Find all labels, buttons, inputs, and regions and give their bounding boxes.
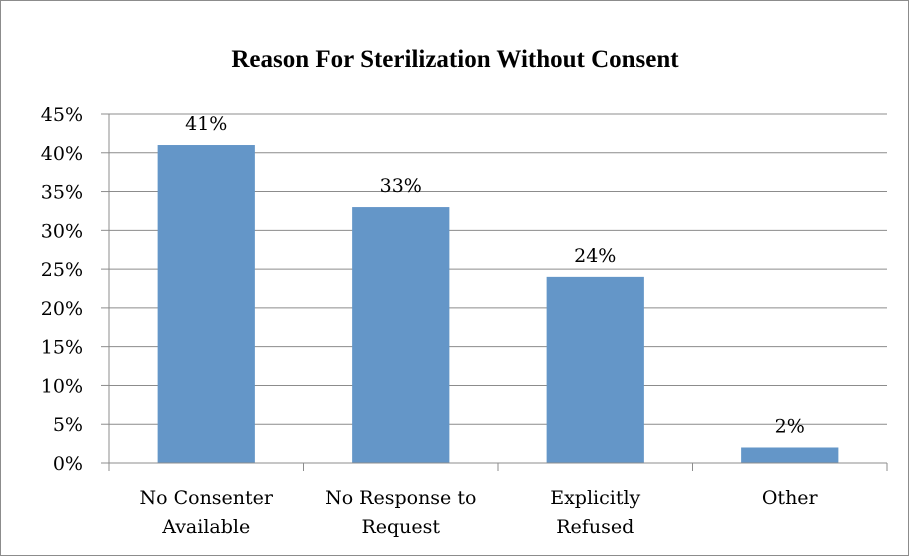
x-axis-categories: No Consenter Available No Response to Reque… [139,487,818,538]
y-tick-label: 15% [41,337,83,359]
y-axis-ticks: 0% 5% 10% 15% 20% 25% 30% 35% 40% 45% [41,104,109,475]
y-tick-label: 40% [41,143,83,165]
x-tick-label: No Response to Request [325,487,476,538]
x-tick-label: Other [762,487,819,509]
y-tick-label: 45% [41,104,83,126]
y-tick-label: 0% [53,453,83,475]
y-tick-label: 30% [41,220,83,242]
data-label: 41% [185,113,227,135]
bar [352,207,450,463]
x-axis [108,114,888,471]
bars [157,145,839,463]
data-labels: 41% 33% 24% 2% [185,113,805,437]
bar [157,145,255,463]
y-tick-label: 20% [41,298,83,320]
x-tick-label: Explicitly Refused [550,487,640,538]
bar [546,276,644,463]
y-tick-label: 10% [41,375,83,397]
y-tick-label: 5% [53,414,83,436]
bar [741,447,839,463]
x-tick-label: No Consenter Available [139,487,273,538]
data-label: 24% [574,245,616,267]
y-tick-label: 35% [41,182,83,204]
y-tick-label: 25% [41,259,83,281]
data-label: 2% [775,415,805,437]
data-label: 33% [380,175,422,197]
chart-title: Reason For Sterilization Without Consent [231,46,679,73]
